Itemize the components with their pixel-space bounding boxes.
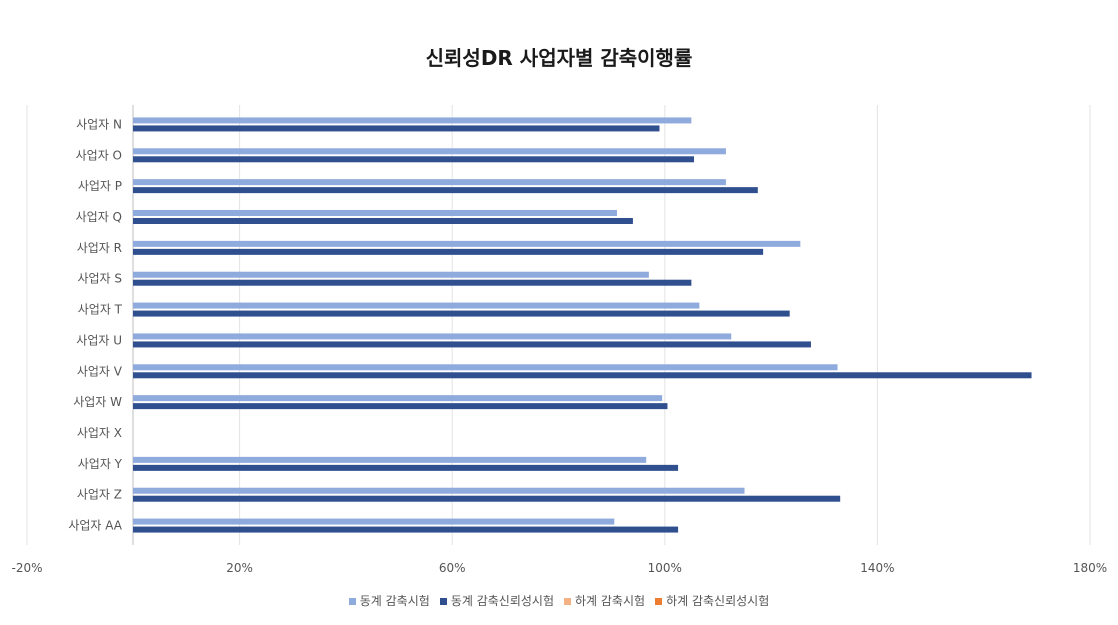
bar-2	[133, 156, 695, 163]
category-label: 사업자 Z	[77, 488, 122, 502]
bar-2	[133, 310, 790, 317]
legend-label: 동계 감축신뢰성시험	[450, 594, 554, 608]
category-label: 사업자 T	[78, 303, 123, 317]
legend-item-4: 하계 감축신뢰성시험	[655, 592, 769, 609]
x-tick-labels: -20% 20% 60% 100% 140% 180%	[11, 561, 1107, 575]
bar-1	[133, 117, 692, 124]
x-tick-label: 20%	[226, 561, 253, 575]
bar-1	[133, 364, 838, 371]
legend: 동계 감축시험 동계 감축신뢰성시험 하계 감축시험 하계 감축신뢰성시험	[0, 592, 1118, 609]
bar-2	[133, 495, 841, 502]
bar-1	[133, 210, 617, 216]
bar-2	[133, 372, 1032, 379]
chart-title: 신뢰성DR 사업자별 감축이행률	[425, 46, 693, 70]
legend-label: 동계 감축시험	[359, 594, 430, 608]
category-label: 사업자 W	[73, 395, 122, 409]
bar-1	[133, 179, 726, 186]
x-tick-label: 140%	[860, 561, 894, 575]
bar-2	[133, 403, 668, 410]
gridlines	[26, 105, 1091, 545]
bar-2	[133, 248, 764, 255]
category-label: 사업자 N	[76, 117, 122, 131]
category-label: 사업자 Q	[76, 210, 122, 224]
category-label: 사업자 S	[77, 272, 122, 286]
category-label: 사업자 Y	[78, 457, 123, 471]
bar-2	[133, 218, 633, 224]
category-label: 사업자 O	[76, 148, 122, 162]
category-label: 사업자 U	[76, 333, 122, 347]
bar-1	[133, 395, 663, 402]
legend-swatch	[348, 598, 356, 605]
legend-swatch	[564, 598, 571, 605]
bar-1	[133, 487, 745, 494]
legend-item-3: 하계 감축시험	[564, 592, 645, 609]
bar-1	[133, 302, 700, 309]
bar-1	[133, 148, 726, 155]
legend-item-1: 동계 감축시험	[348, 592, 430, 609]
category-labels: 사업자 N 사업자 O 사업자 P 사업자 Q 사업자 R 사업자 S 사업자 T 사업자 U…	[68, 117, 122, 532]
bar-1	[133, 456, 647, 463]
bar-1	[133, 518, 615, 525]
bar-2	[133, 187, 758, 194]
category-label: 사업자 AA	[68, 519, 122, 533]
category-label: 사업자 V	[77, 364, 123, 378]
bar-2	[133, 279, 692, 286]
legend-swatch	[439, 598, 447, 605]
category-label: 사업자 X	[77, 426, 122, 440]
bars	[133, 117, 1032, 533]
legend-label: 하계 감축신뢰성시험	[666, 594, 770, 608]
bar-1	[133, 240, 801, 247]
x-tick-label: 100%	[648, 561, 682, 575]
bar-2	[133, 341, 811, 348]
x-tick-label: 60%	[439, 561, 466, 575]
category-label: 사업자 P	[78, 179, 122, 193]
bar-2	[133, 125, 660, 132]
bar-2	[133, 526, 679, 533]
x-tick-label: -20%	[11, 561, 42, 575]
category-label: 사업자 R	[77, 241, 122, 255]
legend-swatch	[655, 598, 663, 605]
legend-item-2: 동계 감축신뢰성시험	[439, 592, 554, 609]
bar-1	[133, 333, 732, 340]
x-tick-label: 180%	[1073, 561, 1107, 575]
bar-2	[133, 464, 679, 471]
bar-1	[133, 271, 649, 278]
legend-label: 하계 감축시험	[575, 594, 646, 608]
